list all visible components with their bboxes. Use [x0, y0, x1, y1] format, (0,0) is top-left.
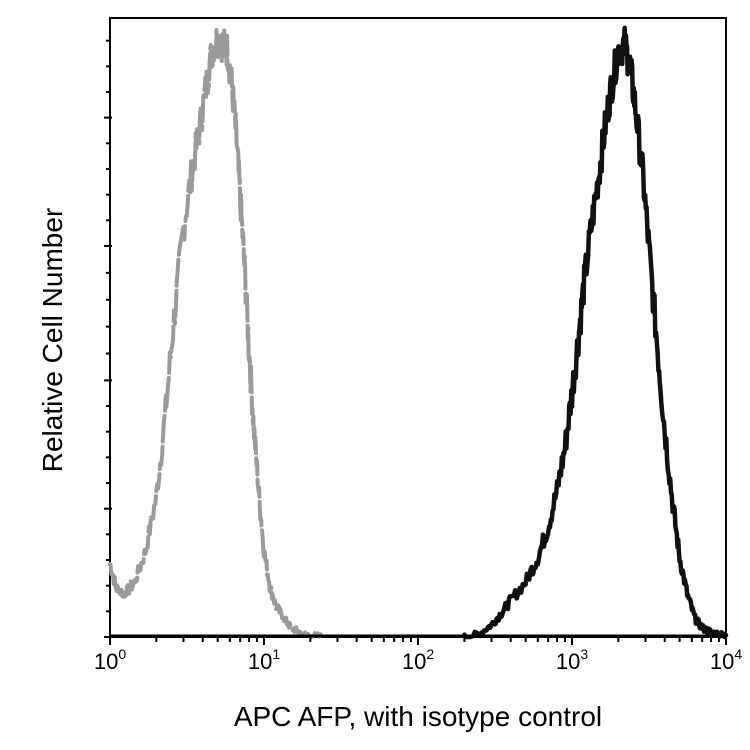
series-layer: [108, 25, 729, 640]
x-tick-label: 104: [710, 646, 742, 674]
y-axis-title: Relative Cell Number: [37, 208, 68, 473]
x-tick-label: 100: [94, 646, 126, 674]
y-axis-ticks: [104, 39, 112, 638]
x-tick-label: 103: [556, 646, 588, 674]
x-axis-ticks: 100 101 102 103 104: [94, 635, 742, 674]
x-axis-title: APC AFP, with isotype control: [234, 701, 602, 732]
x-tick-label: 102: [402, 646, 434, 674]
afp-curve: [462, 25, 729, 640]
isotype-control-curve: [108, 28, 328, 639]
x-tick-label: 101: [248, 646, 280, 674]
